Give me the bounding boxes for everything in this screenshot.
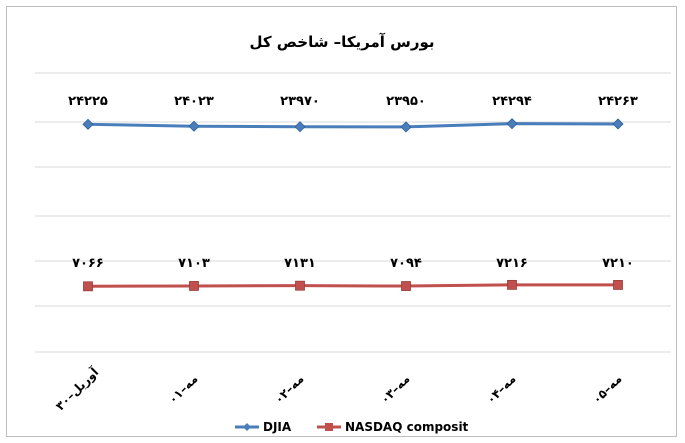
data-label: ۷۰۹۴ <box>390 256 422 271</box>
x-tick-label: ۰۲–مه <box>272 372 307 407</box>
plot-area: ۲۴۲۲۵ ۲۴۰۲۳ ۲۳۹۷۰ ۲۳۹۵۰ ۲۴۲۹۴ ۲۴۲۶۳ ۷۰۶۶ ۷۱۰۳ ۷۱… <box>68 94 638 292</box>
series-djia: ۲۴۲۲۵ ۲۴۰۲۳ ۲۳۹۷۰ ۲۳۹۵۰ ۲۴۲۹۴ ۲۴۲۶۳ <box>68 94 638 133</box>
legend-item-djia[interactable]: DJIA <box>235 420 292 434</box>
series-line <box>87 122 619 129</box>
data-label: ۲۴۲۶۳ <box>598 94 638 109</box>
data-point[interactable] <box>613 280 623 290</box>
data-label: ۷۱۳۱ <box>284 256 316 271</box>
legend-marker-icon <box>325 423 333 431</box>
x-tick-label: ۰۵–مه <box>590 372 625 407</box>
data-point[interactable] <box>294 121 306 133</box>
data-point[interactable] <box>82 118 94 130</box>
series-nasdaq: ۷۰۶۶ ۷۱۰۳ ۷۱۳۱ ۷۰۹۴ ۷۲۱۶ ۷۲۱۰ <box>72 256 634 292</box>
data-point[interactable] <box>612 118 624 130</box>
data-label: ۲۴۲۲۵ <box>68 94 108 109</box>
data-point[interactable] <box>189 281 199 291</box>
data-label: ۲۴۰۲۳ <box>174 94 214 109</box>
legend-label: NASDAQ composit <box>345 420 469 434</box>
gridlines <box>35 72 671 353</box>
legend[interactable]: DJIA NASDAQ composit <box>235 420 469 434</box>
data-label: ۷۰۶۶ <box>72 256 104 271</box>
x-tick-label: ۳۰–آوریل <box>52 364 102 414</box>
legend-item-nasdaq[interactable]: NASDAQ composit <box>317 420 469 434</box>
data-point[interactable] <box>83 281 93 292</box>
legend-label: DJIA <box>263 420 292 434</box>
data-point[interactable] <box>507 279 517 290</box>
data-point[interactable] <box>400 121 412 133</box>
chart-frame: بورس آمریکا– شاخص کل ۲۴۲۲۵ ۲۴۰۲۳ ۲۳۹۷۰ ۲۳۹۵… <box>6 6 677 437</box>
line-chart: بورس آمریکا– شاخص کل ۲۴۲۲۵ ۲۴۰۲۳ ۲۳۹۷۰ ۲۳۹۵… <box>35 33 671 434</box>
data-label: ۷۲۱۰ <box>602 256 634 271</box>
data-point[interactable] <box>295 280 305 291</box>
x-tick-label: ۰۳–مه <box>378 372 413 407</box>
data-label: ۲۴۲۹۴ <box>492 94 532 109</box>
data-point[interactable] <box>188 120 200 132</box>
x-axis-tick-labels: ۳۰–آوریل ۰۱–مه ۰۲–مه ۰۳–مه ۰۴–مه ۰۵–مه <box>52 364 624 414</box>
series-line <box>87 283 619 288</box>
x-tick-label: ۰۴–مه <box>484 372 519 407</box>
data-label: ۲۳۹۷۰ <box>280 94 320 109</box>
chart-title: بورس آمریکا– شاخص کل <box>249 33 434 51</box>
data-label: ۲۳۹۵۰ <box>386 94 426 109</box>
legend-marker-icon <box>243 423 251 431</box>
data-point[interactable] <box>401 281 411 291</box>
data-label: ۷۱۰۳ <box>178 256 210 271</box>
data-label: ۷۲۱۶ <box>496 256 528 271</box>
x-tick-label: ۰۱–مه <box>166 372 201 407</box>
data-point[interactable] <box>506 118 518 130</box>
